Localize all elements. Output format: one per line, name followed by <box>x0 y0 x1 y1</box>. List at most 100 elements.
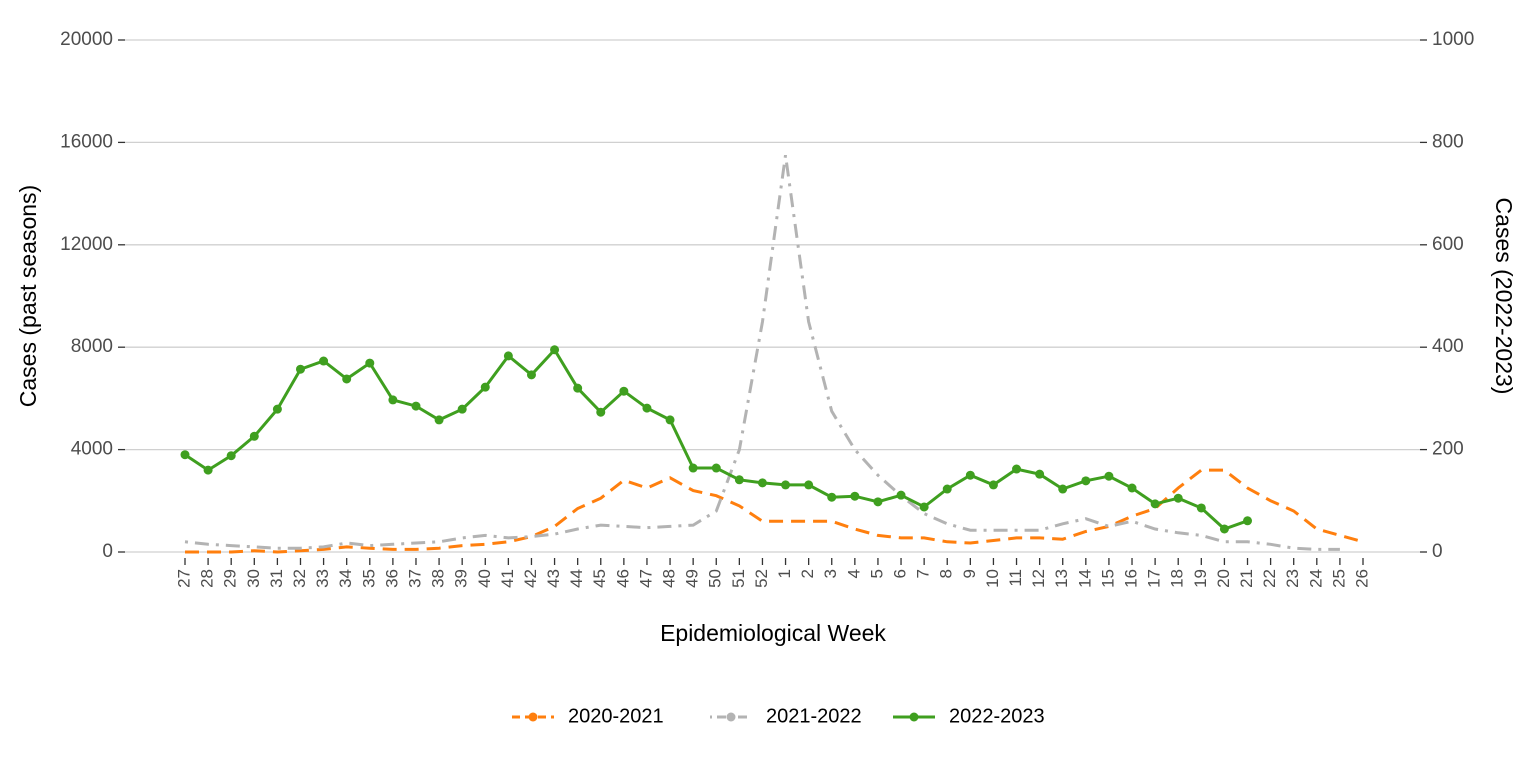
point <box>804 480 814 490</box>
x-tick-label: 48 <box>660 569 679 588</box>
point <box>1035 469 1045 479</box>
point <box>965 470 975 480</box>
legend-dot <box>726 712 736 722</box>
y-tick-label: 0 <box>102 541 113 562</box>
x-tick-label: 51 <box>729 569 748 588</box>
x-tick-label: 44 <box>567 569 586 588</box>
point <box>573 383 583 393</box>
x-tick-label: 34 <box>336 569 355 588</box>
x-tick-label: 28 <box>198 569 217 588</box>
point <box>757 478 767 488</box>
point <box>850 491 860 501</box>
point <box>596 407 606 417</box>
x-tick-label: 40 <box>475 569 494 588</box>
point <box>272 404 282 414</box>
legend-dot <box>909 712 919 722</box>
x-tick-label: 35 <box>359 569 378 588</box>
y2-tick-label: 600 <box>1432 234 1464 255</box>
x-tick-label: 47 <box>636 569 655 588</box>
x-tick-label: 16 <box>1122 569 1141 588</box>
point <box>896 490 906 500</box>
x-tick-label: 10 <box>983 569 1002 588</box>
point <box>203 465 213 475</box>
x-tick-label: 52 <box>752 569 771 588</box>
x-tick-label: 38 <box>429 569 448 588</box>
x-tick-label: 7 <box>914 569 933 578</box>
x-tick-label: 8 <box>937 569 956 578</box>
x-tick-label: 25 <box>1329 569 1348 588</box>
x-tick-label: 36 <box>382 569 401 588</box>
y2-tick-label: 1000 <box>1432 29 1474 50</box>
x-tick-label: 6 <box>891 569 910 578</box>
x-tick-label: 3 <box>821 569 840 578</box>
point <box>503 351 513 361</box>
x-tick-label: 33 <box>313 569 332 588</box>
x-tick-label: 22 <box>1260 569 1279 588</box>
x-tick-label: 45 <box>590 569 609 588</box>
x-tick-label: 19 <box>1191 569 1210 588</box>
x-tick-label: 4 <box>844 569 863 578</box>
point <box>1104 471 1114 481</box>
x-tick-label: 23 <box>1283 569 1302 588</box>
y-tick-label: 16000 <box>60 131 113 152</box>
point <box>342 374 352 384</box>
x-tick-label: 11 <box>1006 569 1025 587</box>
x-tick-label: 12 <box>1029 569 1048 588</box>
y-tick-label: 12000 <box>60 234 113 255</box>
x-tick-label: 18 <box>1168 569 1187 588</box>
x-tick-label: 39 <box>452 569 471 588</box>
x-tick-label: 15 <box>1098 569 1117 588</box>
x-axis-title: Epidemiological Week <box>660 620 886 646</box>
point <box>873 497 883 507</box>
x-tick-label: 43 <box>544 569 563 588</box>
x-tick-label: 27 <box>174 569 193 588</box>
point <box>1173 493 1183 503</box>
point <box>711 463 721 473</box>
y-tick-label: 8000 <box>71 336 113 357</box>
x-tick-label: 41 <box>498 569 517 588</box>
y2-tick-label: 0 <box>1432 541 1443 562</box>
point <box>180 450 190 460</box>
point <box>411 401 421 411</box>
y2-axis-title: Cases (2022-2023) <box>1491 198 1517 395</box>
x-tick-label: 2 <box>798 569 817 578</box>
legend-label: 2021-2022 <box>766 705 862 727</box>
point <box>1012 464 1022 474</box>
series-line <box>185 468 1364 554</box>
point <box>781 480 791 490</box>
x-tick-label: 29 <box>221 569 240 588</box>
point <box>226 451 236 461</box>
x-tick-label: 9 <box>960 569 979 578</box>
point <box>526 370 536 380</box>
point <box>1058 484 1068 494</box>
point <box>1127 483 1137 493</box>
x-tick-label: 24 <box>1306 569 1325 588</box>
x-tick-label: 46 <box>613 569 632 588</box>
x-tick-label: 1 <box>775 569 794 578</box>
point <box>1081 476 1091 486</box>
point <box>1196 503 1206 513</box>
point <box>919 502 929 512</box>
point <box>942 484 952 494</box>
x-tick-label: 30 <box>244 569 263 588</box>
point <box>827 492 837 502</box>
point <box>388 395 398 405</box>
x-tick-label: 26 <box>1352 569 1371 588</box>
point <box>1219 524 1229 534</box>
point <box>1243 516 1253 526</box>
x-tick-label: 31 <box>267 569 286 588</box>
point <box>319 356 329 366</box>
y2-tick-label: 400 <box>1432 336 1464 357</box>
point <box>734 475 744 485</box>
point <box>249 431 259 441</box>
point <box>480 382 490 392</box>
y2-tick-label: 800 <box>1432 131 1464 152</box>
point <box>295 364 305 374</box>
point <box>619 386 629 396</box>
point <box>642 403 652 413</box>
x-tick-label: 14 <box>1075 569 1094 588</box>
point <box>988 480 998 490</box>
y-tick-label: 20000 <box>60 29 113 50</box>
y-axis-title: Cases (past seasons) <box>15 185 41 407</box>
